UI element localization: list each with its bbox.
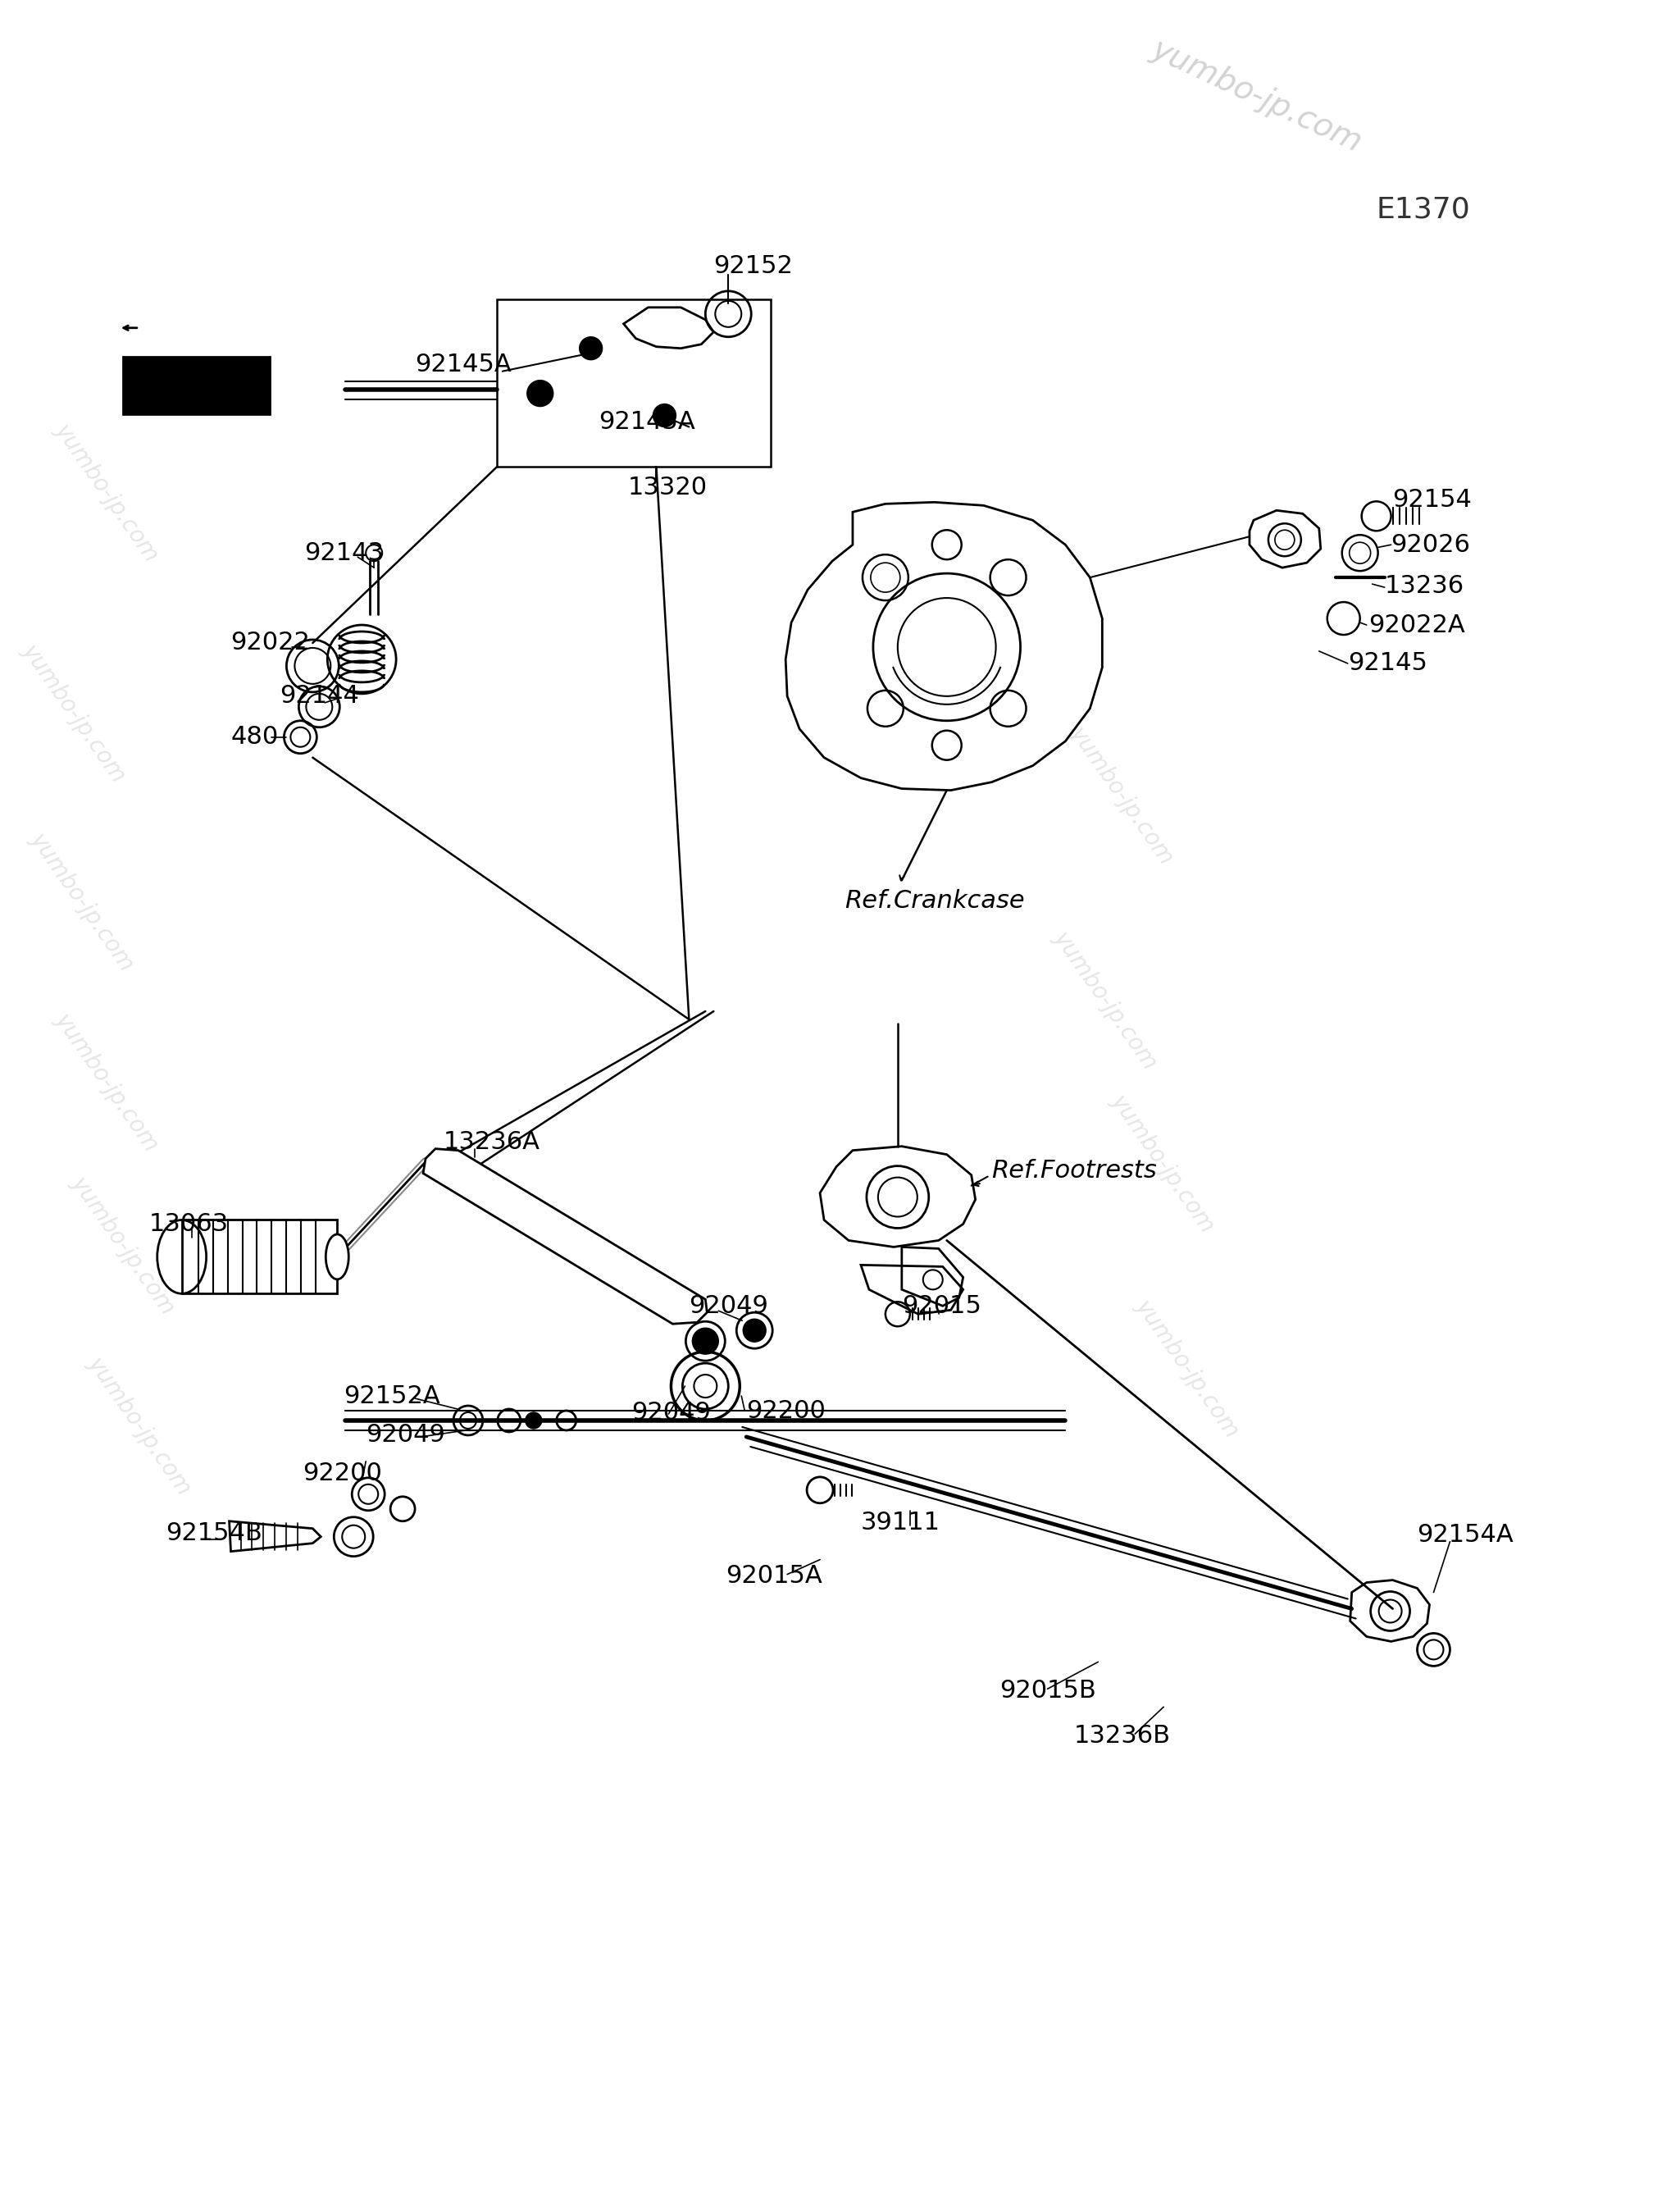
Text: 92145A: 92145A xyxy=(600,411,696,433)
Text: yumbo-jp.com: yumbo-jp.com xyxy=(1048,928,1161,1073)
Text: yumbo-jp.com: yumbo-jp.com xyxy=(1107,1090,1218,1237)
Circle shape xyxy=(526,1413,541,1429)
Text: 92200: 92200 xyxy=(746,1398,827,1422)
Text: yumbo-jp.com: yumbo-jp.com xyxy=(84,1352,197,1499)
Text: 480: 480 xyxy=(230,725,279,750)
Text: 92200: 92200 xyxy=(302,1462,383,1486)
Text: 92049: 92049 xyxy=(689,1295,768,1319)
Text: 92026: 92026 xyxy=(1391,532,1470,556)
Text: 92015B: 92015B xyxy=(1000,1679,1097,1703)
Text: 13236B: 13236B xyxy=(1074,1723,1171,1747)
Text: yumbo-jp.com: yumbo-jp.com xyxy=(1065,721,1178,868)
Text: 92144: 92144 xyxy=(281,684,360,708)
Text: Ref.Footrests: Ref.Footrests xyxy=(991,1158,1158,1183)
Bar xyxy=(497,299,771,466)
Text: 92015A: 92015A xyxy=(726,1565,823,1587)
Bar xyxy=(123,356,270,413)
Text: 92154: 92154 xyxy=(1393,488,1472,512)
Text: 92049: 92049 xyxy=(366,1424,445,1446)
Bar xyxy=(181,1220,338,1295)
Text: 39111: 39111 xyxy=(860,1510,941,1534)
Text: yumbo-jp.com: yumbo-jp.com xyxy=(1147,33,1368,158)
Text: yumbo-jp.com: yumbo-jp.com xyxy=(18,640,131,787)
Ellipse shape xyxy=(326,1235,349,1279)
Text: FRONT: FRONT xyxy=(165,317,252,338)
Polygon shape xyxy=(423,1150,707,1323)
Text: 13320: 13320 xyxy=(628,475,707,499)
Text: 92145A: 92145A xyxy=(415,354,511,376)
Text: 92154A: 92154A xyxy=(1418,1523,1514,1547)
Text: yumbo-jp.com: yumbo-jp.com xyxy=(27,829,139,976)
Text: 13236A: 13236A xyxy=(444,1130,541,1154)
Text: 92154B: 92154B xyxy=(165,1521,262,1545)
Circle shape xyxy=(528,380,553,407)
Text: 13063: 13063 xyxy=(150,1211,228,1235)
Text: 92049: 92049 xyxy=(632,1400,711,1424)
Text: yumbo-jp.com: yumbo-jp.com xyxy=(1131,1295,1243,1442)
Text: 92152A: 92152A xyxy=(344,1385,440,1409)
Text: 13236: 13236 xyxy=(1384,574,1465,598)
Text: yumbo-jp.com: yumbo-jp.com xyxy=(50,1009,163,1156)
Text: 92145: 92145 xyxy=(1347,651,1426,675)
Text: 92143: 92143 xyxy=(304,541,385,565)
Text: yumbo-jp.com: yumbo-jp.com xyxy=(50,420,163,567)
Text: 92152: 92152 xyxy=(714,255,793,279)
Text: yumbo-jp.com: yumbo-jp.com xyxy=(67,1172,180,1319)
Circle shape xyxy=(580,336,603,360)
Text: 92022A: 92022A xyxy=(1368,613,1465,637)
Circle shape xyxy=(743,1319,766,1343)
Circle shape xyxy=(654,404,675,426)
Text: 92015: 92015 xyxy=(902,1295,981,1319)
Text: Ref.Crankcase: Ref.Crankcase xyxy=(845,888,1025,912)
Circle shape xyxy=(692,1328,719,1354)
Text: E1370: E1370 xyxy=(1376,196,1470,224)
Text: 92022: 92022 xyxy=(230,631,311,655)
